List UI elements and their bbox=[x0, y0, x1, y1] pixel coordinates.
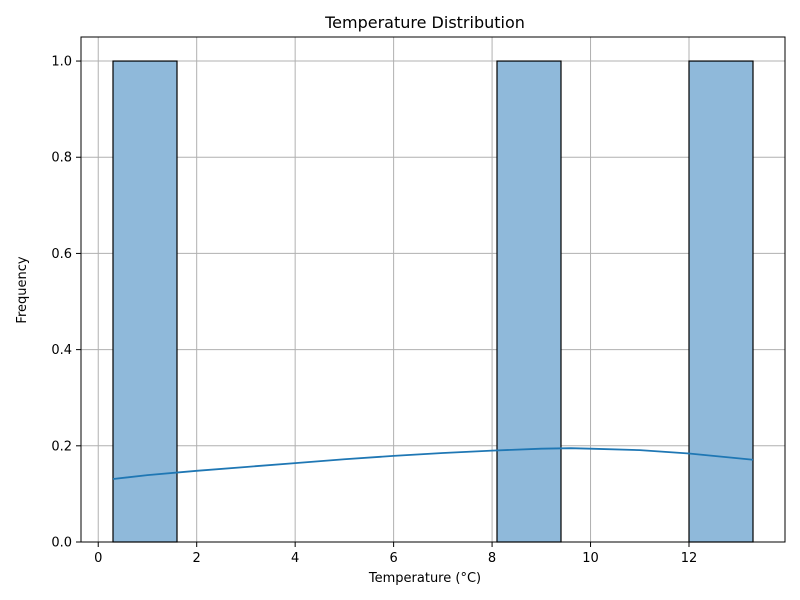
x-tick-label: 12 bbox=[681, 551, 698, 566]
y-tick-label: 1.0 bbox=[51, 55, 72, 70]
x-tick-label: 10 bbox=[582, 551, 599, 566]
x-tick-label: 8 bbox=[488, 551, 496, 566]
plot-frame bbox=[80, 36, 786, 543]
kde-line bbox=[112, 447, 754, 480]
x-tick-label: 6 bbox=[389, 551, 397, 566]
y-tick-label: 0.2 bbox=[51, 439, 72, 454]
x-axis-ticks: 0 2 4 6 8 10 12 bbox=[94, 542, 697, 566]
histogram-bars bbox=[112, 60, 754, 543]
histogram-bar bbox=[112, 60, 178, 543]
y-tick-label: 0.6 bbox=[51, 247, 72, 262]
y-axis-ticks: 0.0 0.2 0.4 0.6 0.8 1.0 bbox=[51, 55, 81, 551]
x-tick-label: 4 bbox=[291, 551, 299, 566]
kde-curve bbox=[112, 447, 754, 480]
y-tick-label: 0.4 bbox=[51, 343, 72, 358]
histogram-bar bbox=[688, 60, 754, 543]
histogram-bar bbox=[496, 60, 562, 543]
y-axis-label: Frequency bbox=[15, 256, 30, 323]
x-tick-label: 0 bbox=[94, 551, 102, 566]
x-tick-label: 2 bbox=[193, 551, 201, 566]
y-tick-label: 0.0 bbox=[51, 536, 72, 551]
chart-title: Temperature Distribution bbox=[324, 13, 525, 32]
y-tick-label: 0.8 bbox=[51, 151, 72, 166]
x-axis-label: Temperature (°C) bbox=[368, 571, 481, 586]
